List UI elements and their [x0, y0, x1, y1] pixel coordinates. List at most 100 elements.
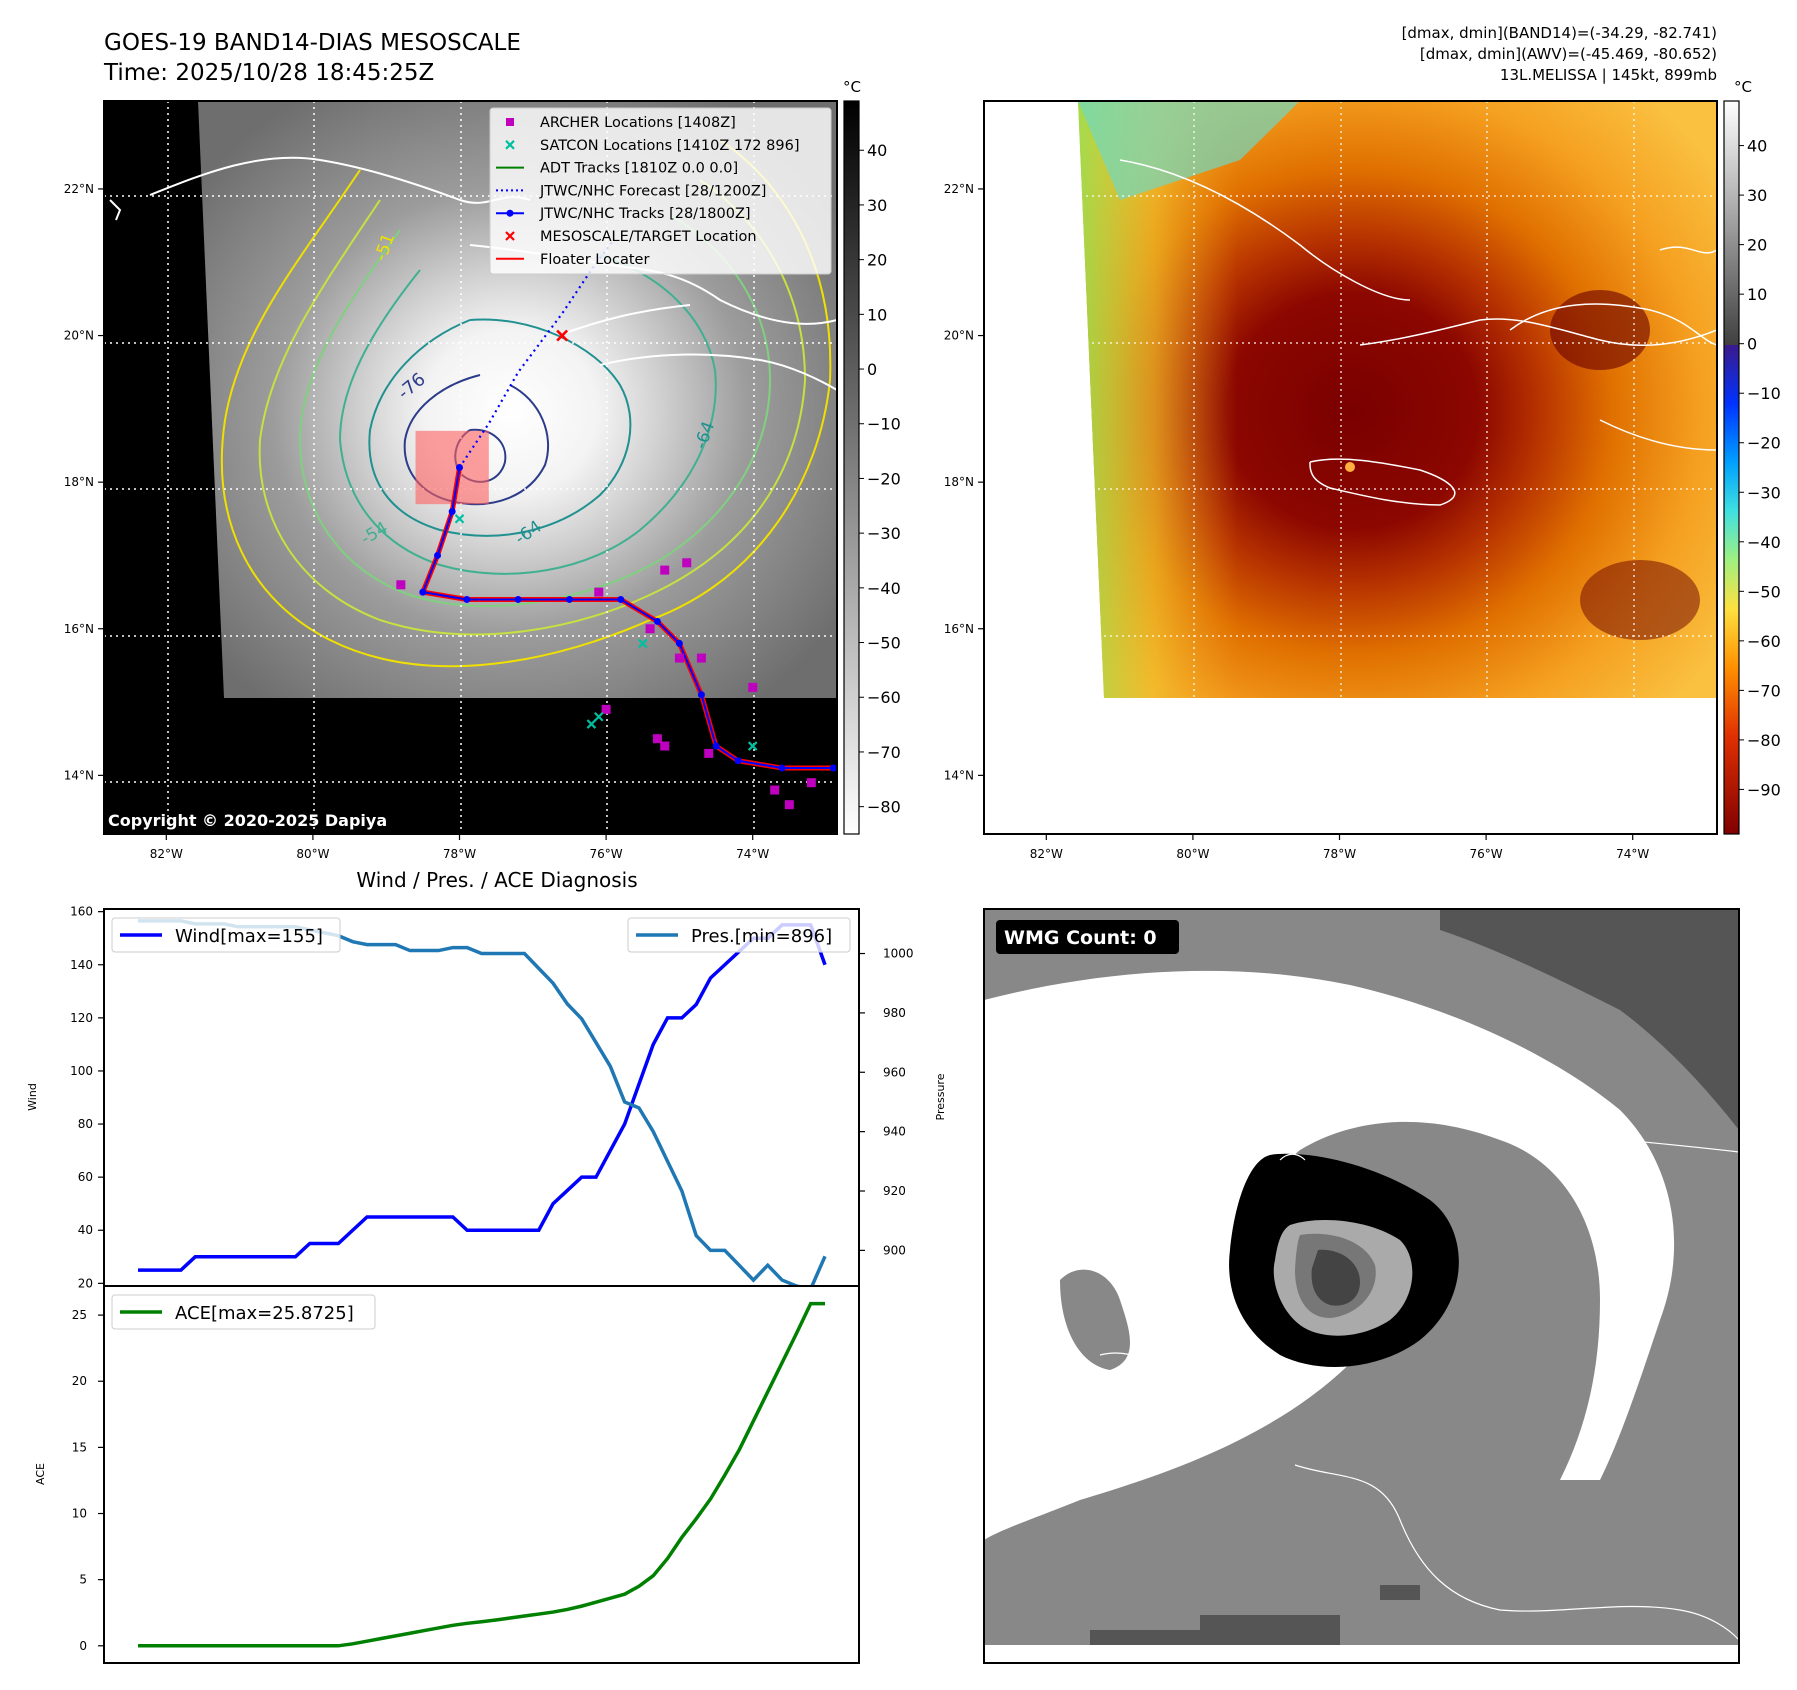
archer-point [704, 748, 714, 758]
ir-map-panel: -76 -64 -64 -54 -51 [64, 78, 901, 861]
ir-y-tick-label: 16°N [64, 622, 94, 636]
awv-y-tick-label: 18°N [944, 475, 974, 489]
ir-cb-tick-label: 10 [867, 305, 887, 324]
ace-y-tick-label: 25 [72, 1308, 87, 1322]
awv-cb-tick-label: 30 [1747, 186, 1767, 205]
jtwc-track-point [734, 757, 742, 765]
pressure-axis-label: Pressure [934, 1073, 947, 1120]
pressure-legend-label: Pres.[min=896] [691, 926, 832, 947]
wind-y-tick-label: 100 [70, 1064, 93, 1078]
awv-gridlines [984, 101, 1717, 834]
ir-x-tick-label: 80°W [296, 847, 329, 861]
wmg-badge-box [996, 920, 1179, 954]
ir-track-marks [396, 239, 837, 810]
awv-y-tick-label: 14°N [944, 768, 974, 782]
legend-x-icon [505, 231, 515, 241]
legend-label: JTWC/NHC Tracks [28/1800Z] [539, 206, 751, 222]
awv-x-tick-label: 82°W [1030, 847, 1063, 861]
legend-label: Floater Locater [540, 252, 649, 268]
archer-point [674, 653, 684, 663]
legend-dot-icon [506, 209, 514, 217]
ace-panel: 0 5 10 15 20 25 ACE ACE[max=25.8725] [34, 1285, 860, 1664]
ace-y-tick-label: 15 [72, 1440, 87, 1454]
target-location-marker [556, 329, 569, 342]
ir-legend-item: JTWC/NHC Forecast [28/1200Z] [496, 183, 766, 199]
jtwc-track-point [463, 595, 471, 603]
satcon-point [586, 719, 597, 729]
wind-y-tick-label: 20 [78, 1276, 93, 1290]
awv-cb-tick-label: −70 [1747, 681, 1781, 700]
awv-left-moist-band [1078, 101, 1717, 698]
ir-x-tick-label: 78°W [443, 847, 476, 861]
pressure-y-tick-label: 980 [883, 1006, 906, 1020]
jtwc-track-point [675, 639, 683, 647]
ace-legend-label: ACE[max=25.8725] [175, 1303, 354, 1324]
ir-legend-item: Floater Locater [496, 252, 649, 268]
wind-y-tick-label: 160 [70, 905, 93, 919]
awv-colorbar-bottom [1724, 345, 1739, 834]
archer-point [652, 734, 662, 744]
jtwc-track-point [448, 507, 456, 515]
pressure-y-tick-label: 1000 [883, 947, 914, 961]
awv-y-tick-label: 22°N [944, 182, 974, 196]
awv-colorbar-ticks: 40 30 20 10 0 −10 −20 −30 −40 −50 −60 −70 −80 −90 [1739, 137, 1781, 799]
wind-y-tick-label: 140 [70, 958, 93, 972]
archer-point [748, 682, 758, 692]
archer-point [601, 704, 611, 714]
ir-y-tick-label: 14°N [64, 768, 94, 782]
jtwc-track-point [419, 588, 427, 596]
satcon-point [747, 741, 758, 751]
awv-colorbar-unit: °C [1734, 78, 1752, 96]
jtwc-track-point [778, 764, 786, 772]
awv-cb-tick-label: −50 [1747, 582, 1781, 601]
archer-point [594, 587, 604, 597]
ace-frame [103, 1285, 860, 1664]
awv-cb-tick-label: 0 [1747, 335, 1757, 354]
wind-pressure-ticks: 20 40 60 80 100 120 140 160 900 920 940 960 980 1000 [70, 905, 913, 1291]
info-line-2: [dmax, dmin](AWV)=(-45.469, -80.652) [1420, 45, 1717, 63]
ir-legend: ARCHER Locations [1408Z] SATCON Locations… [489, 107, 832, 275]
ir-colorbar-ticks: 40 30 20 10 0 −10 −20 −30 −40 −50 −60 −70 −80 [859, 141, 901, 817]
jtwc-track-point [565, 595, 573, 603]
wind-legend-box [111, 917, 341, 953]
ir-x-tick-label: 74°W [736, 847, 769, 861]
ir-cb-tick-label: 40 [867, 141, 887, 160]
ir-colorbar-unit: °C [843, 78, 861, 96]
ir-cb-tick-label: −80 [867, 798, 901, 817]
pressure-y-tick-label: 900 [883, 1243, 906, 1257]
wmg-eye-core [1311, 1249, 1360, 1306]
awv-cb-tick-label: −90 [1747, 780, 1781, 799]
ir-y-tick-label: 20°N [64, 329, 94, 343]
ir-x-tick-label: 82°W [150, 847, 183, 861]
ir-cb-tick-label: −40 [867, 579, 901, 598]
awv-cb-tick-label: 20 [1747, 236, 1767, 255]
info-line-1: [dmax, dmin](BAND14)=(-34.29, -82.741) [1402, 24, 1717, 42]
awv-y-tick-label: 20°N [944, 329, 974, 343]
title-line-1: GOES-19 BAND14-DIAS MESOSCALE [104, 30, 521, 56]
awv-cb-tick-label: −10 [1747, 384, 1781, 403]
awv-cb-tick-label: 40 [1747, 137, 1767, 156]
awv-axis-ticks: 82°W 80°W 78°W 76°W 74°W 22°N 20°N 18°N 16°N 14°N [944, 182, 1650, 861]
ir-cb-tick-label: −70 [867, 743, 901, 762]
ir-legend-item: ADT Tracks [1810Z 0.0 0.0] [496, 161, 738, 177]
ace-series-line [138, 1301, 825, 1648]
wind-series-line [138, 923, 827, 1272]
satcon-point [593, 711, 604, 722]
pressure-y-tick-label: 960 [883, 1065, 906, 1079]
awv-x-tick-label: 74°W [1616, 847, 1649, 861]
ir-cb-tick-label: 0 [867, 360, 877, 379]
awv-map-frame [983, 100, 1718, 835]
awv-dry-slot-1 [1550, 290, 1650, 370]
ir-y-tick-label: 22°N [64, 182, 94, 196]
ir-map-frame [103, 100, 838, 835]
wind-legend: Wind[max=155] [111, 917, 341, 953]
ace-y-tick-label: 0 [79, 1639, 87, 1653]
awv-cb-tick-label: 10 [1747, 285, 1767, 304]
satcon-point [637, 638, 648, 649]
wind-y-tick-label: 40 [78, 1223, 93, 1237]
satcon-point [454, 514, 465, 524]
wind-pressure-panel: Wind / Pres. / ACE Diagnosis 20 40 60 80 100… [26, 868, 947, 1291]
ir-legend-item: JTWC/NHC Tracks [28/1800Z] [496, 206, 751, 222]
ir-cb-tick-label: −30 [867, 524, 901, 543]
